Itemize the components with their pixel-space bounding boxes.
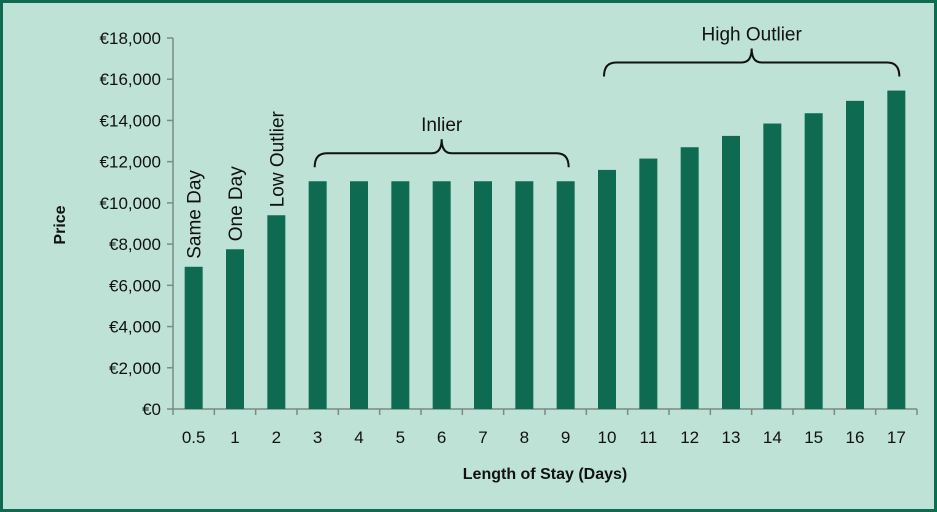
bar bbox=[515, 181, 534, 409]
brace bbox=[603, 48, 901, 77]
y-axis-title: Price bbox=[52, 205, 69, 244]
x-tick-label: 9 bbox=[561, 428, 570, 447]
y-tick-label: €12,000 bbox=[100, 153, 161, 172]
x-tick-label: 17 bbox=[887, 428, 906, 447]
vertical-annotation: Low Outlier bbox=[267, 110, 288, 207]
x-axis-title: Length of Stay (Days) bbox=[463, 466, 627, 483]
bar bbox=[680, 147, 699, 409]
x-tick-label: 16 bbox=[846, 428, 865, 447]
x-tick-label: 5 bbox=[396, 428, 405, 447]
x-tick-label: 6 bbox=[437, 428, 446, 447]
x-tick-label: 15 bbox=[804, 428, 823, 447]
y-tick-label: €8,000 bbox=[109, 235, 161, 254]
bar bbox=[639, 158, 658, 409]
brace-label: Inlier bbox=[421, 115, 463, 136]
bar bbox=[556, 181, 575, 409]
y-tick-label: €0 bbox=[142, 400, 161, 419]
bar bbox=[804, 113, 823, 409]
x-tick-label: 2 bbox=[272, 428, 281, 447]
bar-chart: €0 €2,000 €4,000 €6,000 €8,000 €10,000 €12,000… bbox=[52, 25, 918, 483]
bar bbox=[887, 90, 906, 409]
bar bbox=[308, 181, 327, 409]
x-tick-label: 7 bbox=[478, 428, 487, 447]
x-tick-label: 8 bbox=[520, 428, 529, 447]
bar bbox=[226, 249, 244, 409]
bar bbox=[722, 135, 740, 409]
annotations: Same Day One Day Low Outlier Inlier High Out… bbox=[185, 25, 901, 259]
bar bbox=[846, 100, 864, 409]
vertical-annotation: Same Day bbox=[185, 170, 206, 259]
x-tick-label: 0.5 bbox=[182, 428, 206, 447]
y-tick-label: €10,000 bbox=[100, 194, 161, 213]
bar bbox=[763, 123, 782, 410]
x-tick-label: 10 bbox=[598, 428, 617, 447]
bar bbox=[267, 215, 286, 409]
bar bbox=[598, 169, 616, 409]
y-tick-label: €4,000 bbox=[109, 318, 161, 337]
bar bbox=[350, 181, 368, 409]
brace bbox=[313, 139, 570, 168]
bar bbox=[184, 266, 203, 409]
x-tick-label: 13 bbox=[722, 428, 741, 447]
bar bbox=[432, 181, 451, 409]
y-tick-label: €18,000 bbox=[100, 29, 161, 48]
x-tick-label: 12 bbox=[680, 428, 699, 447]
bars bbox=[184, 90, 906, 410]
x-tick-label: 4 bbox=[354, 428, 363, 447]
bar bbox=[474, 181, 492, 409]
x-axis: 0.5 1 2 3 4 5 6 7 8 9 10 11 12 13 14 15 16 17 bbox=[172, 408, 918, 447]
y-tick-label: €6,000 bbox=[109, 276, 161, 295]
brace-label: High Outlier bbox=[702, 25, 803, 46]
x-tick-label: 3 bbox=[313, 428, 322, 447]
x-tick-label: 1 bbox=[230, 428, 239, 447]
y-axis: €0 €2,000 €4,000 €6,000 €8,000 €10,000 €12,000… bbox=[100, 29, 174, 419]
y-tick-label: €14,000 bbox=[100, 111, 161, 130]
bar bbox=[391, 181, 410, 409]
vertical-annotation: One Day bbox=[226, 166, 247, 241]
x-tick-label: 11 bbox=[640, 428, 658, 447]
x-tick-label: 14 bbox=[763, 428, 782, 447]
y-tick-label: €2,000 bbox=[109, 359, 161, 378]
y-tick-label: €16,000 bbox=[100, 70, 161, 89]
